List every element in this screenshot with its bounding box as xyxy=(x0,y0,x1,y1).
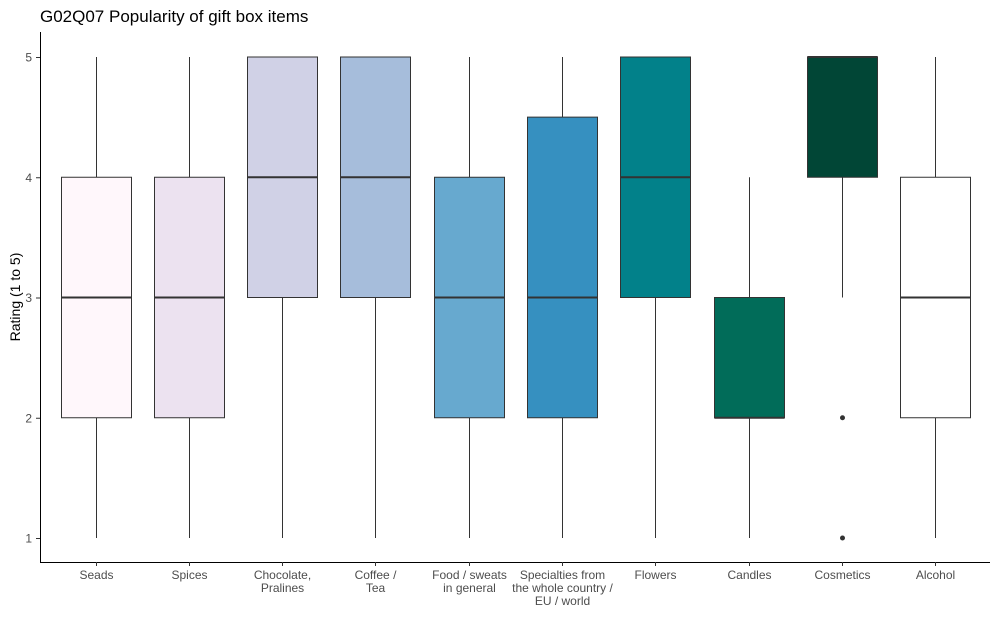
x-tick-label: Coffee / Tea xyxy=(355,568,397,595)
y-axis-label: Rating (1 to 5) xyxy=(7,253,23,342)
y-tick-label: 2 xyxy=(25,411,32,425)
x-tick-label: Specialties from the whole country / EU / … xyxy=(512,568,613,608)
box-8 xyxy=(807,56,878,541)
boxes xyxy=(61,56,971,541)
box-rect xyxy=(807,56,878,178)
outlier-point xyxy=(840,415,845,421)
box-2 xyxy=(247,56,318,538)
x-tick-label: Flowers xyxy=(634,568,676,582)
box-4 xyxy=(434,57,505,538)
y-tick-label: 5 xyxy=(25,51,32,65)
box-rect xyxy=(527,116,598,419)
x-tick-label: Spices xyxy=(171,568,207,582)
box-9 xyxy=(900,57,971,538)
x-tick-label: Seads xyxy=(79,568,113,582)
box-6 xyxy=(620,56,691,538)
x-tick-label: Candles xyxy=(727,568,771,582)
x-ticks: Seads Spices Chocolate, Pralines Coffee / Tea… xyxy=(79,562,955,608)
box-1 xyxy=(154,57,225,538)
box-0 xyxy=(61,57,132,538)
x-tick-label: Alcohol xyxy=(916,568,955,582)
y-ticks: 1 2 3 4 5 xyxy=(25,51,40,546)
outlier-point xyxy=(840,535,845,541)
box-7 xyxy=(714,177,785,538)
y-tick-label: 3 xyxy=(25,291,32,305)
chart-title: G02Q07 Popularity of gift box items xyxy=(40,7,308,26)
x-tick-label: Chocolate, Pralines xyxy=(254,568,311,595)
y-tick-label: 4 xyxy=(25,171,32,185)
x-tick-label: Cosmetics xyxy=(814,568,870,582)
x-tick-label: Food / sweats in general xyxy=(432,568,507,595)
box-rect xyxy=(714,297,785,419)
box-5 xyxy=(527,57,598,538)
y-tick-label: 1 xyxy=(25,532,32,546)
box-3 xyxy=(340,56,411,538)
